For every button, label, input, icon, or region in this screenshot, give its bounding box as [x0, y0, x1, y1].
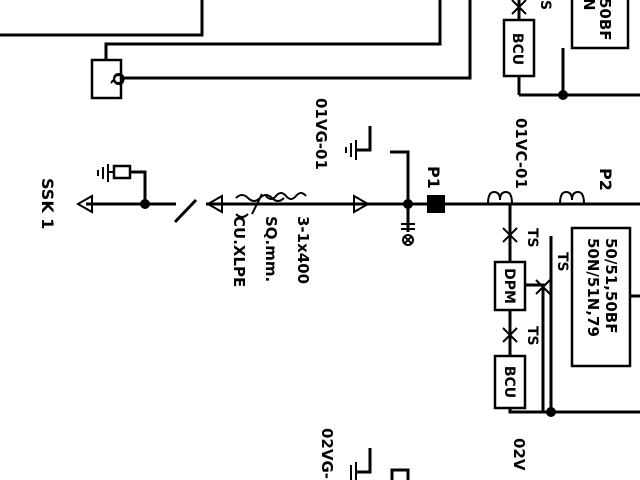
relay-top-line2: N: [580, 0, 598, 11]
vc01-label: 01VC-01: [512, 118, 530, 189]
cable-label-size: 3-1x400: [294, 216, 312, 284]
protection-chain: TS DPM TS BCU TS: [493, 204, 640, 417]
p1-node: P1: [390, 150, 445, 246]
relay-label-line2: 50N/51N,79: [584, 238, 602, 337]
vg01-label: 01VG-01: [312, 98, 330, 170]
cable-symbol: [235, 192, 371, 218]
vc02-label: 02V: [510, 438, 528, 471]
ts-top-label: S: [537, 0, 553, 10]
ts-label-1: TS: [524, 228, 540, 248]
relay-box: 50/51,50BF 50N/51N,79: [570, 226, 640, 368]
disconnector: [173, 194, 223, 224]
earth-switch-ssk: [97, 164, 147, 204]
top-bcu-group: S BCU 50BF N: [502, 0, 640, 100]
ct-coils: 01VC-01 P2: [487, 118, 615, 205]
ts-label-2: TS: [554, 252, 570, 272]
relay-top-line1: 50BF: [596, 0, 614, 41]
relay-label-line1: 50/51,50BF: [602, 238, 620, 333]
p2-label: P2: [596, 168, 615, 191]
q-box: Q: [90, 58, 128, 100]
q-box-label: Q: [109, 72, 128, 86]
vg02-label: 02VG-: [318, 428, 336, 479]
p1-label: P1: [424, 166, 443, 189]
ssk-label: SSK 1: [38, 178, 57, 229]
bcu-bottom-label: BCU: [501, 366, 517, 398]
top-wiring: [0, 0, 472, 80]
bottom-section: 02VG- 02V: [318, 428, 528, 480]
vg01-earth: 01VG-01: [312, 98, 372, 170]
ts-label-3: TS: [524, 326, 540, 346]
cable-label-unit: SQ.mm.: [262, 216, 280, 282]
bcu-top-label: BCU: [509, 33, 525, 65]
cable-label-material: CU.XLPE: [230, 216, 248, 287]
dpm-label: DPM: [501, 268, 517, 304]
